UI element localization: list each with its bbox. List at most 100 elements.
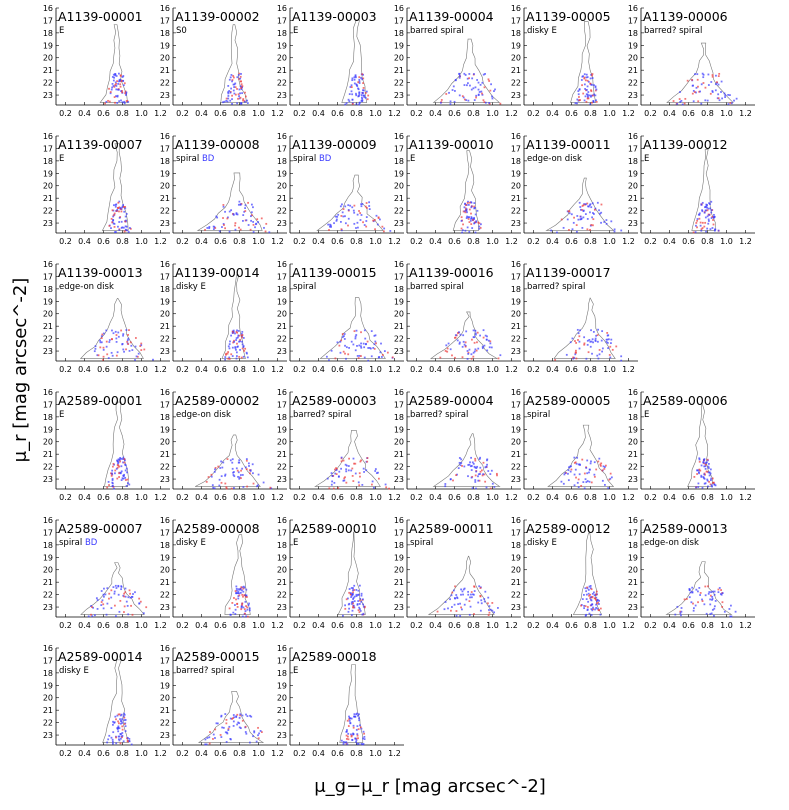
pixel-point: [229, 717, 232, 720]
pixel-point: [457, 332, 459, 334]
y-tick-label: 20: [43, 694, 53, 703]
pixel-point: [363, 732, 366, 735]
pixel-point: [102, 355, 105, 358]
pixel-point: [250, 214, 253, 217]
pixel-point: [241, 615, 244, 618]
pixel-point: [241, 467, 244, 470]
pixel-point: [228, 90, 231, 92]
y-tick-label: 19: [160, 553, 170, 562]
pixel-point: [711, 595, 714, 598]
pixel-point: [375, 472, 378, 475]
pixel-point: [444, 483, 447, 485]
pixel-point: [125, 348, 127, 351]
x-tick-label: 0.8: [467, 237, 480, 246]
pixel-point: [240, 83, 243, 86]
pixel-point: [461, 345, 464, 348]
x-tick-label: 1.2: [505, 365, 518, 374]
pixel-point: [348, 607, 351, 610]
pixel-point: [234, 224, 236, 227]
pixel-point: [700, 102, 703, 105]
pixel-point: [113, 76, 116, 79]
pixel-point: [609, 477, 612, 480]
pixel-point: [360, 96, 363, 99]
pixel-point: [242, 346, 245, 348]
pixel-point: [698, 212, 701, 215]
x-tick-label: 1.2: [505, 237, 518, 246]
pixel-point: [476, 465, 479, 468]
pixel-point: [122, 456, 125, 459]
pixel-point: [242, 355, 245, 358]
pixel-point: [454, 585, 456, 588]
pixel-point: [331, 480, 334, 483]
pixel-point: [240, 608, 243, 611]
pixel-point: [127, 333, 129, 336]
pixel-point: [114, 472, 116, 475]
pixel-point: [359, 475, 361, 478]
pixel-point: [108, 592, 111, 595]
pixel-point: [710, 612, 713, 615]
pixel-point: [117, 584, 120, 587]
pixel-point: [363, 471, 365, 473]
pixel-point: [111, 485, 114, 487]
pixel-point: [356, 345, 358, 347]
pixel-point: [454, 79, 457, 82]
pixel-point: [468, 613, 471, 616]
pixel-point: [701, 210, 704, 213]
pixel-point: [699, 469, 702, 472]
pixel-point: [330, 349, 333, 352]
pixel-point: [586, 228, 589, 231]
y-tick-label: 20: [511, 182, 521, 191]
pixel-point: [96, 599, 99, 601]
pixel-point: [231, 80, 233, 83]
y-tick-label: 19: [43, 41, 53, 50]
pixel-point: [583, 487, 586, 490]
pixel-point: [116, 714, 119, 717]
pixel-point: [352, 732, 354, 735]
pixel-point: [574, 353, 577, 356]
pixel-point: [494, 88, 496, 91]
x-tick-label: 0.4: [546, 365, 559, 374]
pixel-point: [704, 99, 707, 102]
pixel-point: [255, 740, 258, 743]
pixel-point: [351, 475, 354, 477]
pixel-point: [471, 487, 474, 489]
pixel-point: [353, 76, 356, 79]
pixel-point: [242, 606, 245, 609]
pixel-point: [707, 467, 710, 469]
pixel-point: [703, 477, 706, 480]
pixel-point: [224, 210, 226, 213]
pixel-point: [591, 74, 593, 77]
pixel-point: [244, 95, 247, 98]
x-tick-label: 0.6: [97, 621, 110, 630]
pixel-point: [358, 472, 361, 475]
pixel-point: [94, 347, 97, 350]
pixel-point: [577, 339, 579, 341]
pixel-point: [238, 72, 241, 75]
y-tick-label: 17: [277, 656, 287, 665]
pixel-point: [443, 608, 446, 611]
pixel-point: [475, 487, 477, 490]
pixel-point: [358, 93, 361, 96]
y-tick-label: 22: [394, 79, 404, 88]
x-tick-label: 0.2: [410, 621, 423, 630]
pixel-point: [556, 231, 558, 234]
pixel-point: [593, 461, 596, 464]
pixel-point: [227, 727, 230, 730]
x-tick-label: 1.2: [739, 109, 752, 118]
pixel-point: [112, 73, 115, 76]
pixel-point: [351, 592, 354, 595]
pixel-point: [709, 598, 712, 601]
pixel-point: [241, 86, 243, 89]
pixel-point: [466, 357, 469, 360]
pixel-point: [598, 599, 601, 602]
pixel-point: [105, 613, 108, 616]
pixel-point: [352, 606, 355, 609]
pixel-point: [350, 717, 353, 720]
y-tick-label: 23: [160, 731, 170, 740]
pixel-point: [601, 469, 604, 472]
pixel-point: [461, 95, 464, 98]
pixel-point: [723, 92, 726, 95]
pixel-point: [248, 465, 250, 467]
